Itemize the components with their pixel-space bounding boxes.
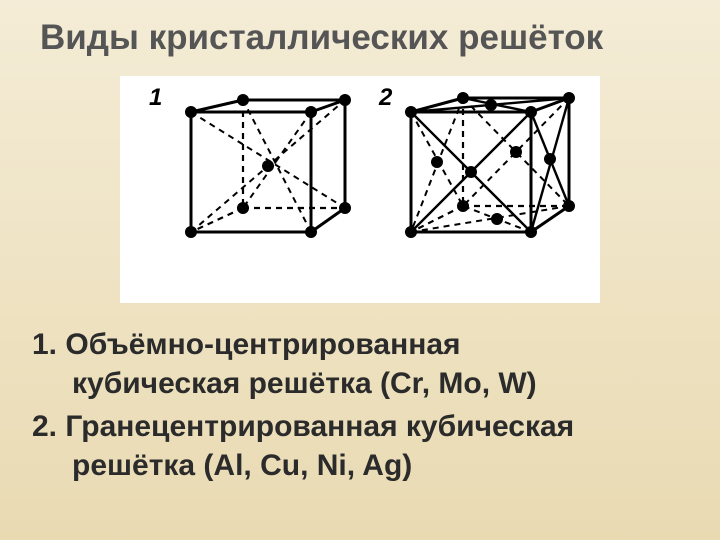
diagram-bcc: 1 <box>135 82 355 297</box>
diagram-panel: 1 <box>120 76 600 303</box>
bcc-svg <box>135 82 355 292</box>
description-2: 2. Гранецентрированная кубическая решётк… <box>32 407 692 485</box>
diagram-label-2: 2 <box>379 84 392 112</box>
fcc-svg <box>365 82 585 292</box>
diagram-label-1: 1 <box>149 84 162 112</box>
description-1: 1. Объёмно-центрированная кубическая реш… <box>32 325 692 403</box>
desc-1-line-2: кубическая решётка (Cr, Mo, W) <box>32 364 692 403</box>
slide-page: Виды кристаллических решёток 1 <box>0 0 720 540</box>
diagram-fcc: 2 <box>365 82 585 297</box>
desc-2-line-1: 2. Гранецентрированная кубическая <box>32 407 692 446</box>
desc-1-line-1: 1. Объёмно-центрированная <box>32 325 692 364</box>
page-title: Виды кристаллических решёток <box>40 18 692 58</box>
desc-2-line-2: решётка (Al, Cu, Ni, Ag) <box>32 446 692 485</box>
description-list: 1. Объёмно-центрированная кубическая реш… <box>32 325 692 485</box>
